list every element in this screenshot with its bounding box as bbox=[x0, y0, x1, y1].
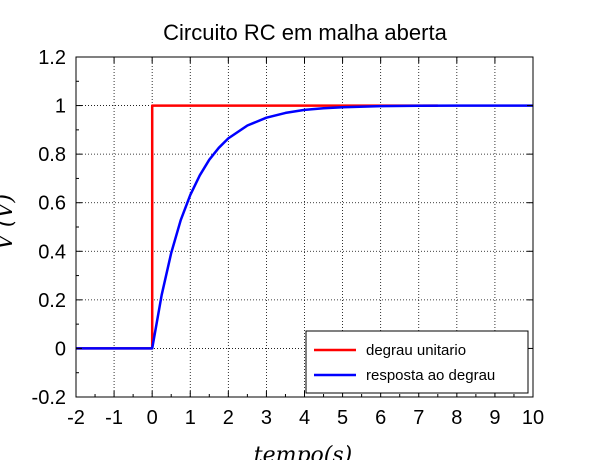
series-line-2 bbox=[76, 104, 533, 350]
y-tick-label: 1.2 bbox=[38, 47, 66, 69]
y-axis-title: V (V) bbox=[0, 194, 18, 250]
series-line-1 bbox=[76, 104, 438, 350]
x-tick-label: 2 bbox=[223, 407, 234, 429]
legend-box bbox=[305, 330, 529, 394]
chart-title: Circuito RC em malha aberta bbox=[163, 20, 447, 45]
y-tick-label: 0.6 bbox=[38, 193, 66, 215]
x-tick-label: 4 bbox=[299, 407, 310, 429]
y-tick-label: -0.2 bbox=[32, 387, 66, 409]
axis-ticks: -2 -1 0 1 2 3 4 5 6 7 8 9 10 -0.2 0 0.2 0.4 0.6 0.8 1 1.2 bbox=[32, 47, 545, 429]
x-axis-title: tempo(s) bbox=[254, 443, 353, 460]
legend-label-2: resposta ao degrau bbox=[366, 367, 495, 384]
plot-series bbox=[76, 104, 533, 350]
x-tick-label: -1 bbox=[105, 407, 123, 429]
y-tick-label: 0 bbox=[55, 338, 66, 360]
x-tick-label: 5 bbox=[337, 407, 348, 429]
x-tick-label: -2 bbox=[67, 407, 85, 429]
x-tick-label: 1 bbox=[185, 407, 196, 429]
x-tick-label: 8 bbox=[451, 407, 462, 429]
x-tick-label: 0 bbox=[147, 407, 158, 429]
y-tick-label: 0.8 bbox=[38, 144, 66, 166]
x-tick-label: 6 bbox=[375, 407, 386, 429]
legend: degrau unitario resposta ao degrau bbox=[305, 330, 529, 394]
legend-label-1: degrau unitario bbox=[366, 342, 466, 359]
x-tick-label: 7 bbox=[413, 407, 424, 429]
y-tick-label: 0.4 bbox=[38, 241, 66, 263]
x-tick-label: 10 bbox=[522, 407, 544, 429]
x-tick-label: 3 bbox=[261, 407, 272, 429]
x-tick-label: 9 bbox=[489, 407, 500, 429]
y-tick-label: 1 bbox=[55, 96, 66, 118]
y-tick-label: 0.2 bbox=[38, 290, 66, 312]
